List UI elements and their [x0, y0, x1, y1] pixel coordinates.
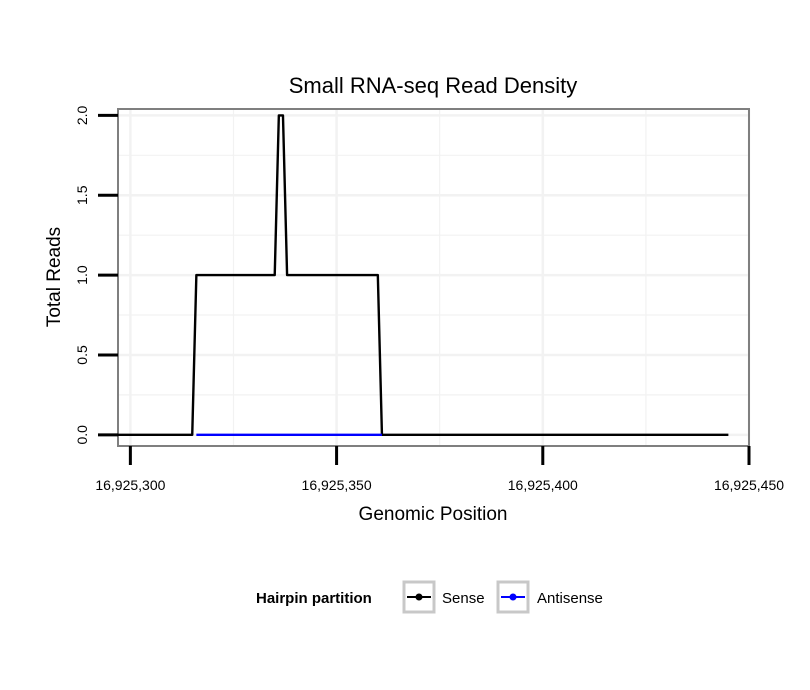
series-line-sense: [113, 114, 729, 437]
legend-key-antisense: [496, 580, 530, 614]
x-tick-label: 16,925,350: [302, 477, 372, 493]
legend-label-sense: Sense: [442, 590, 485, 607]
y-axis: 0.0 0.5 1.0 1.5 2.0: [74, 105, 118, 445]
legend-title: Hairpin partition: [256, 590, 372, 607]
plot-panel: [117, 108, 750, 447]
chart-title: Small RNA-seq Read Density: [289, 73, 578, 98]
x-tick-label: 16,925,400: [508, 477, 578, 493]
y-tick-label: 1.5: [74, 185, 90, 205]
y-axis-label: Total Reads: [44, 227, 65, 327]
y-tick-label: 2.0: [74, 105, 90, 125]
grid: [118, 109, 751, 446]
y-tick-label: 0.0: [74, 425, 90, 445]
x-axis-label: Genomic Position: [359, 504, 508, 525]
legend: Hairpin partition Sense Antisense: [256, 580, 603, 614]
series-group: [113, 114, 729, 437]
legend-key-sense-dot: [415, 593, 423, 601]
x-tick-label: 16,925,450: [714, 477, 784, 493]
x-axis: 16,925,300 16,925,350 16,925,400 16,925,450: [95, 446, 784, 493]
y-tick-label: 0.5: [74, 345, 90, 365]
y-tick-label: 1.0: [74, 265, 90, 285]
x-tick-label: 16,925,300: [95, 477, 165, 493]
legend-label-antisense: Antisense: [537, 590, 603, 607]
legend-key-antisense-dot: [509, 593, 517, 601]
